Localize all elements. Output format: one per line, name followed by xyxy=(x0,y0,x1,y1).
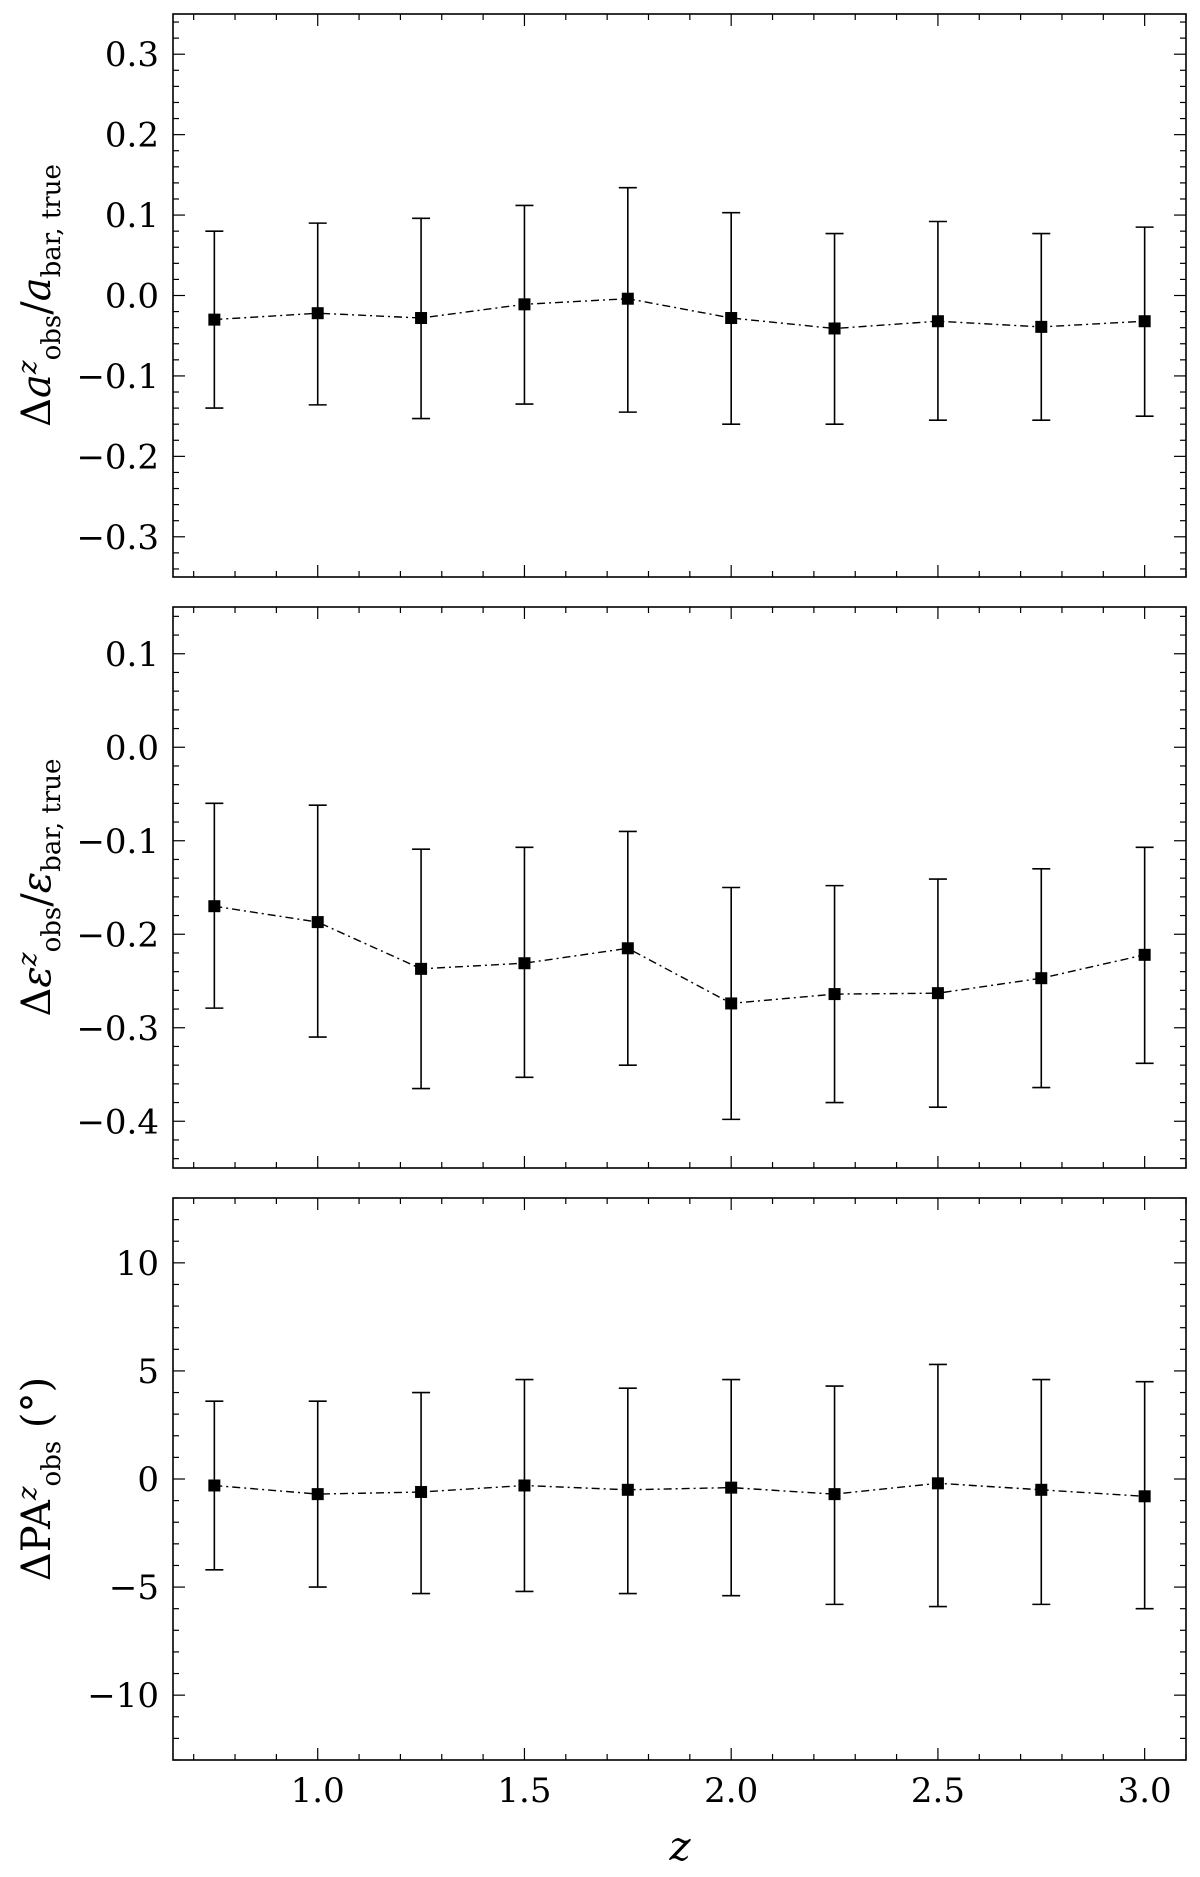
y-tick-label: 0.0 xyxy=(105,728,159,768)
y-tick-label: 10 xyxy=(116,1244,159,1284)
series-line xyxy=(214,1482,1145,1497)
x-tick-label: 3.0 xyxy=(1118,1771,1172,1811)
panel-ellipticity: 0.1 0.0 −0.1 −0.2 −0.3 −0.4 Δεzobs/εbar, true xyxy=(13,606,1187,1169)
data-point xyxy=(931,1477,944,1490)
data-point xyxy=(725,312,738,325)
data-point xyxy=(1035,972,1048,985)
y-tick-label: 0.3 xyxy=(105,35,159,75)
y-tick-label: −0.1 xyxy=(76,822,159,862)
data-point xyxy=(415,312,428,325)
data-point xyxy=(1138,315,1151,328)
data-point xyxy=(311,916,324,929)
panel-semi-major-axis: 0.3 0.2 0.1 0.0 −0.1 −0.2 −0.3 Δazobs/abar, tru… xyxy=(13,13,1187,578)
x-tick-label: 1.0 xyxy=(291,1771,345,1811)
y-axis-label: Δεzobs/εbar, true xyxy=(13,759,67,1017)
series-line xyxy=(214,905,1145,1005)
panel-position-angle: 10 5 0 −5 −10 1.0 1.5 2.0 2.5 3.0 ΔPAzobs (°) xyxy=(13,1197,1187,1811)
data-point xyxy=(208,1479,221,1492)
y-tick-label: −0.3 xyxy=(76,1009,159,1049)
y-tick-label: 0.2 xyxy=(105,116,159,156)
data-point xyxy=(518,957,531,970)
plot-frame xyxy=(172,13,1187,578)
series-line xyxy=(214,297,1145,330)
y-tick-label: −5 xyxy=(109,1568,159,1608)
data-point xyxy=(518,1479,531,1492)
x-tick-label: 1.5 xyxy=(497,1771,551,1811)
y-tick-label: −10 xyxy=(87,1676,159,1716)
y-tick-label: 5 xyxy=(137,1352,159,1392)
data-point xyxy=(621,1483,634,1496)
y-tick-label: −0.1 xyxy=(76,357,159,397)
y-tick-label: 0.1 xyxy=(105,196,159,236)
x-axis-label: z xyxy=(668,1824,691,1870)
y-tick-label: −0.2 xyxy=(76,915,159,955)
y-tick-label: 0 xyxy=(137,1460,159,1500)
plot-frame xyxy=(172,1197,1187,1761)
data-point xyxy=(518,298,531,311)
x-tick-label: 2.0 xyxy=(704,1771,758,1811)
data-point xyxy=(208,900,221,913)
data-point xyxy=(415,1485,428,1498)
y-tick-label: −0.4 xyxy=(76,1102,159,1142)
data-point xyxy=(415,962,428,975)
data-point xyxy=(725,997,738,1010)
data-point xyxy=(621,942,634,955)
data-point xyxy=(931,987,944,1000)
data-point xyxy=(1035,1483,1048,1496)
y-tick-label: 0.1 xyxy=(105,635,159,675)
plot-frame xyxy=(172,606,1187,1169)
y-tick-label: −0.3 xyxy=(76,518,159,558)
y-tick-label: 0.0 xyxy=(105,277,159,317)
data-point xyxy=(311,307,324,320)
y-axis-label: ΔPAzobs (°) xyxy=(13,1377,67,1581)
data-point xyxy=(208,313,221,326)
data-point xyxy=(311,1488,324,1501)
data-point xyxy=(1035,320,1048,333)
y-tick-label: −0.2 xyxy=(76,437,159,477)
data-point xyxy=(828,988,841,1001)
data-point xyxy=(931,315,944,328)
data-point xyxy=(828,1488,841,1501)
x-tick-label: 2.5 xyxy=(911,1771,965,1811)
data-point xyxy=(1138,948,1151,961)
data-point xyxy=(621,292,634,305)
y-axis-label: Δazobs/abar, true xyxy=(13,164,67,427)
data-point xyxy=(1138,1490,1151,1503)
data-point xyxy=(725,1481,738,1494)
data-point xyxy=(828,322,841,335)
